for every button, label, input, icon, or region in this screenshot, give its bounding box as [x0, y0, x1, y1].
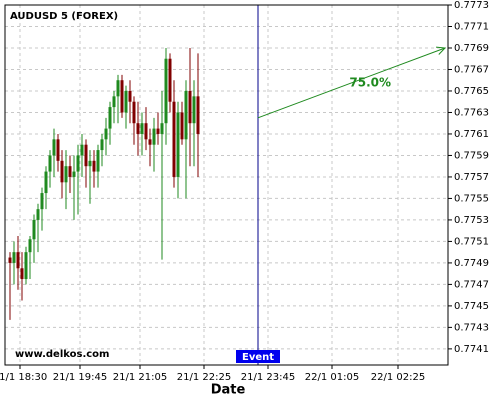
candle-body [20, 268, 24, 280]
x-tick-label: 21/1 23:45 [241, 372, 295, 383]
candle-body [100, 139, 104, 151]
candle-body [188, 90, 192, 124]
y-tick-label: 0.7773 [454, 0, 489, 11]
candle-body [56, 139, 60, 161]
candle-body [108, 107, 112, 129]
candle-body [72, 171, 76, 177]
candle-body [116, 80, 120, 97]
candle-body [140, 123, 144, 134]
candle-body [124, 90, 128, 113]
candle-body [120, 80, 124, 113]
candle-body [48, 155, 52, 172]
arrow-head [435, 46, 447, 55]
candle-body [92, 160, 96, 172]
y-tick-label: 0.7745 [454, 301, 489, 312]
plot [8, 5, 447, 365]
y-tick-label: 0.7753 [454, 215, 489, 226]
candle-body [176, 112, 180, 177]
y-tick-label: 0.7743 [454, 322, 489, 333]
candle-body [156, 128, 160, 134]
y-tick-label: 0.7767 [454, 64, 489, 75]
candle-body [160, 123, 164, 134]
candle-body [16, 252, 20, 269]
candle-body [164, 58, 168, 124]
candle-body [28, 239, 32, 253]
candle-body [180, 112, 184, 140]
candle-body [52, 139, 56, 156]
watermark: www.delkos.com [15, 349, 109, 360]
candle-body [12, 252, 16, 263]
y-tick-label: 0.7771 [454, 21, 489, 32]
arrow-label: 75.0% [349, 75, 391, 89]
y-tick-label: 0.7765 [454, 86, 489, 97]
candle-body [172, 101, 176, 177]
candle-body [44, 171, 48, 194]
candle-body [8, 257, 12, 263]
candle-body [184, 90, 188, 140]
y-tick-label: 0.7749 [454, 258, 489, 269]
y-tick-label: 0.7763 [454, 107, 489, 118]
x-axis-label: Date [211, 383, 246, 398]
y-tick-label: 0.7741 [454, 344, 489, 355]
y-tick-label: 0.7769 [454, 43, 489, 54]
chart-title: AUDUSD 5 (FOREX) [10, 11, 118, 22]
candle-body [128, 90, 132, 102]
plot-frame [4, 4, 449, 366]
candle-body [168, 58, 172, 102]
candle-body [80, 144, 84, 156]
y-tick-label: 0.7761 [454, 129, 489, 140]
candle-body [136, 123, 140, 134]
arrow-line [257, 47, 446, 119]
x-tick-label: 22/1 01:05 [305, 372, 359, 383]
y-tick-label: 0.7747 [454, 279, 489, 290]
x-tick-label: 22/1 02:25 [371, 372, 425, 383]
candle-body [76, 155, 80, 172]
candle-body [40, 193, 44, 210]
event-box [236, 350, 280, 363]
candle-body [24, 252, 28, 280]
candle-body [88, 160, 92, 167]
x-tick-label: 21/1 21:05 [113, 372, 167, 383]
candle-body [96, 150, 100, 172]
candle-body [104, 128, 108, 140]
x-tick-label: 21/1 19:45 [53, 372, 107, 383]
event-label: Event [242, 352, 274, 363]
candle-body [144, 123, 148, 140]
candle-body [148, 139, 152, 145]
candle-body [36, 209, 40, 220]
candle-body [68, 166, 72, 177]
candle-body [196, 96, 200, 134]
candle-body [152, 128, 156, 145]
y-tick-label: 0.7759 [454, 150, 489, 161]
candle-body [84, 144, 88, 167]
y-tick-label: 0.7757 [454, 172, 489, 183]
candle-body [132, 101, 136, 124]
candle-body [64, 166, 68, 183]
y-tick-label: 0.7751 [454, 236, 489, 247]
candle-body [192, 96, 196, 124]
y-tick-label: 0.7755 [454, 193, 489, 204]
candle-body [112, 96, 116, 108]
candle-body [32, 219, 36, 240]
x-tick-label: 21/1 18:30 [0, 372, 47, 383]
x-tick-label: 21/1 22:25 [177, 372, 231, 383]
candle-body [60, 160, 64, 183]
